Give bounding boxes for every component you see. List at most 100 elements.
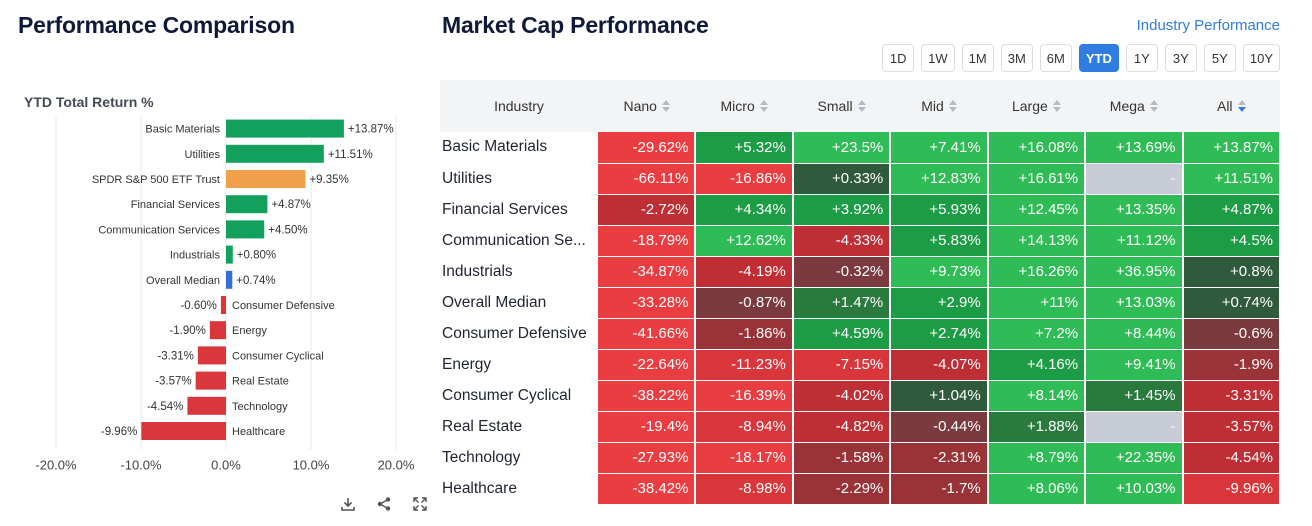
return-cell: +13.87% (1182, 132, 1282, 164)
return-cell: +2.9% (890, 287, 989, 319)
return-cell: - (1085, 411, 1184, 443)
return-cell: -27.93% (598, 442, 697, 474)
table-row[interactable]: Industrials -34.87% -4.19% -0.32% +9.73% +16.… (440, 256, 1282, 288)
sort-icon[interactable] (1052, 100, 1061, 112)
fullscreen-icon[interactable] (410, 494, 430, 514)
return-cell: +11.12% (1085, 225, 1184, 257)
sort-icon[interactable] (1149, 100, 1158, 112)
table-row[interactable]: Basic Materials -29.62% +5.32% +23.5% +7.41%… (440, 132, 1282, 164)
column-header-mid[interactable]: Mid (890, 80, 988, 132)
value-label: +0.74% (236, 275, 275, 287)
table-row[interactable]: Overall Median -33.28% -0.87% +1.47% +2.9% +1… (440, 287, 1282, 319)
x-tick-label: 0.0% (211, 458, 241, 473)
period-button-6m[interactable]: 6M (1039, 44, 1072, 72)
chart-toolbar (338, 494, 430, 514)
bar (226, 270, 233, 289)
period-button-5y[interactable]: 5Y (1203, 44, 1236, 72)
column-header-label[interactable]: Mid (921, 98, 957, 114)
market-cap-table: Industry Nano Micro Small Mid Large Mega All Ba… (440, 80, 1282, 505)
download-icon[interactable] (338, 494, 358, 514)
return-cell: -1.9% (1182, 349, 1282, 381)
return-cell: +14.13% (987, 225, 1087, 257)
industry-name[interactable]: Overall Median (440, 287, 598, 319)
return-cell: -33.28% (598, 287, 697, 319)
column-header-mega[interactable]: Mega (1085, 80, 1183, 132)
column-header-label[interactable]: Nano (623, 98, 670, 114)
return-cell: -1.7% (890, 473, 989, 505)
return-cell: +8.14% (987, 380, 1087, 412)
column-header-label[interactable]: All (1217, 98, 1246, 114)
value-label: +11.51% (328, 149, 373, 161)
return-cell: -16.39% (695, 380, 794, 412)
return-cell: -22.64% (598, 349, 697, 381)
period-button-3m[interactable]: 3M (1000, 44, 1033, 72)
return-cell: +13.03% (1085, 287, 1184, 319)
return-cell: -1.86% (695, 318, 794, 350)
column-header-micro[interactable]: Micro (695, 80, 793, 132)
return-cell: +11% (987, 287, 1087, 319)
industry-name[interactable]: Communication Se... (440, 225, 598, 257)
industry-name[interactable]: Basic Materials (440, 132, 598, 164)
bar (195, 371, 226, 390)
period-button-3y[interactable]: 3Y (1164, 44, 1197, 72)
ytd-return-bar-chart: -20.0% -10.0% 0.0% 10.0% 20.0% Basic Material… (35, 116, 415, 473)
bar (226, 144, 324, 163)
column-header-small[interactable]: Small (792, 80, 891, 132)
value-label: -3.31% (157, 350, 193, 362)
sort-icon[interactable] (759, 100, 768, 112)
industry-name[interactable]: Consumer Cyclical (440, 380, 598, 412)
chart-title: YTD Total Return % (24, 94, 154, 110)
column-header-all[interactable]: All (1182, 80, 1280, 132)
period-button-1y[interactable]: 1Y (1125, 44, 1158, 72)
industry-performance-link[interactable]: Industry Performance (1136, 17, 1280, 34)
table-row[interactable]: Technology -27.93% -18.17% -1.58% -2.31% +8.7… (440, 442, 1282, 474)
bar (220, 296, 226, 314)
industry-name[interactable]: Industrials (440, 256, 598, 288)
return-cell: +1.47% (792, 287, 892, 319)
table-row[interactable]: Utilities -66.11% -16.86% +0.33% +12.83% +16.… (440, 163, 1282, 195)
category-label: Financial Services (131, 199, 221, 211)
value-label: +0.80% (237, 250, 276, 262)
table-row[interactable]: Financial Services -2.72% +4.34% +3.92% +5.9… (440, 194, 1282, 226)
industry-name[interactable]: Technology (440, 442, 598, 474)
return-cell: -8.94% (695, 411, 794, 443)
table-row[interactable]: Energy -22.64% -11.23% -7.15% -4.07% +4.16% +9… (440, 349, 1282, 381)
period-button-1d[interactable]: 1D (882, 44, 915, 72)
period-button-1w[interactable]: 1W (921, 44, 955, 72)
column-header-nano[interactable]: Nano (598, 80, 696, 132)
value-label: -0.60% (180, 300, 216, 312)
industry-name[interactable]: Energy (440, 349, 598, 381)
period-button-1m[interactable]: 1M (961, 44, 994, 72)
table-row[interactable]: Real Estate -19.4% -8.94% -4.82% -0.44% +1.88… (440, 411, 1282, 443)
table-row[interactable]: Consumer Cyclical -38.22% -16.39% -4.02% +1.… (440, 380, 1282, 412)
return-cell: -4.19% (695, 256, 794, 288)
return-cell: -0.87% (695, 287, 794, 319)
sort-icon[interactable] (857, 100, 866, 112)
column-header-label[interactable]: Small (818, 98, 866, 114)
performance-comparison-title: Performance Comparison (18, 12, 295, 38)
industry-name[interactable]: Real Estate (440, 411, 598, 443)
sort-icon[interactable] (1237, 100, 1246, 112)
table-row[interactable]: Communication Se... -18.79% +12.62% -4.33% +… (440, 225, 1282, 257)
industry-name[interactable]: Utilities (440, 163, 598, 195)
sort-icon[interactable] (661, 100, 670, 112)
period-button-ytd[interactable]: YTD (1078, 44, 1119, 72)
table-row[interactable]: Consumer Defensive -41.66% -1.86% +4.59% +2.… (440, 318, 1282, 350)
category-label: Overall Median (146, 275, 220, 287)
column-header-label[interactable]: Large (1012, 98, 1061, 114)
industry-name[interactable]: Financial Services (440, 194, 598, 226)
column-header-label[interactable]: Micro (721, 98, 768, 114)
return-cell: - (1085, 163, 1184, 195)
column-header-large[interactable]: Large (987, 80, 1086, 132)
period-button-10y[interactable]: 10Y (1242, 44, 1280, 72)
column-header-label[interactable]: Mega (1110, 98, 1158, 114)
return-cell: +23.5% (792, 132, 892, 164)
industry-name[interactable]: Consumer Defensive (440, 318, 598, 350)
industry-name[interactable]: Healthcare (440, 473, 598, 505)
return-cell: -16.86% (695, 163, 794, 195)
bar (209, 321, 226, 340)
table-row[interactable]: Healthcare -38.42% -8.98% -2.29% -1.7% +8.06%… (440, 473, 1282, 505)
sort-icon[interactable] (948, 100, 957, 112)
share-icon[interactable] (374, 494, 394, 514)
bar (226, 195, 268, 214)
